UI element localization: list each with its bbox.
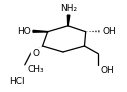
Text: HCl: HCl bbox=[9, 77, 25, 86]
Text: OH: OH bbox=[102, 27, 116, 36]
Polygon shape bbox=[67, 15, 70, 26]
Polygon shape bbox=[33, 30, 48, 32]
Text: HO: HO bbox=[17, 27, 31, 36]
Text: NH₂: NH₂ bbox=[60, 4, 77, 13]
Text: CH₃: CH₃ bbox=[28, 65, 45, 74]
Text: O: O bbox=[32, 49, 39, 58]
Text: OH: OH bbox=[100, 66, 114, 75]
